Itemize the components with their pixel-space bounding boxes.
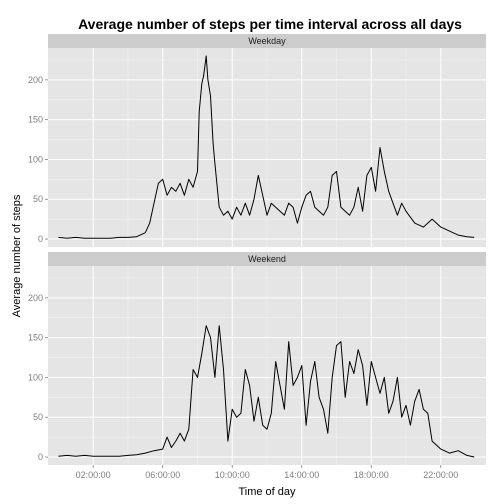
y-tick-label: 100 [28,154,43,164]
y-tick-label: 0 [38,234,43,244]
y-axis-title: Average number of steps [11,194,23,317]
y-tick-label: 150 [28,333,43,343]
series-line-weekday [58,55,475,239]
x-axis-title: Time of day [238,486,296,498]
x-tick-label: 02:00:00 [76,470,111,480]
y-tick-label: 0 [38,452,43,462]
y-tick-label: 50 [33,412,43,422]
panel-weekday: Weekday 0 50 100 150 200 [28,34,486,247]
facet-strip-weekday [48,34,486,48]
x-tick-label: 18:00:00 [354,470,389,480]
panel-weekend: Weekend 0 50 100 150 200 [28,252,486,465]
y-tick-label: 150 [28,115,43,125]
facet-strip-weekend [48,252,486,266]
x-tick-label: 14:00:00 [284,470,319,480]
y-tick-label: 200 [28,293,43,303]
x-tick-label: 22:00:00 [423,470,458,480]
y-tick-label: 200 [28,75,43,85]
series-line-weekend [58,325,475,458]
y-tick-label: 100 [28,372,43,382]
x-tick-label: 10:00:00 [215,470,250,480]
x-tick-label: 06:00:00 [145,470,180,480]
facet-strip-label-weekend: Weekend [248,254,286,264]
facet-panels: Weekday 0 50 100 150 200 Weekend 0 50 100 150 200 02… [28,34,486,480]
facet-strip-label-weekday: Weekday [248,36,286,46]
chart-title: Average number of steps per time interva… [78,16,462,32]
y-tick-label: 50 [33,194,43,204]
